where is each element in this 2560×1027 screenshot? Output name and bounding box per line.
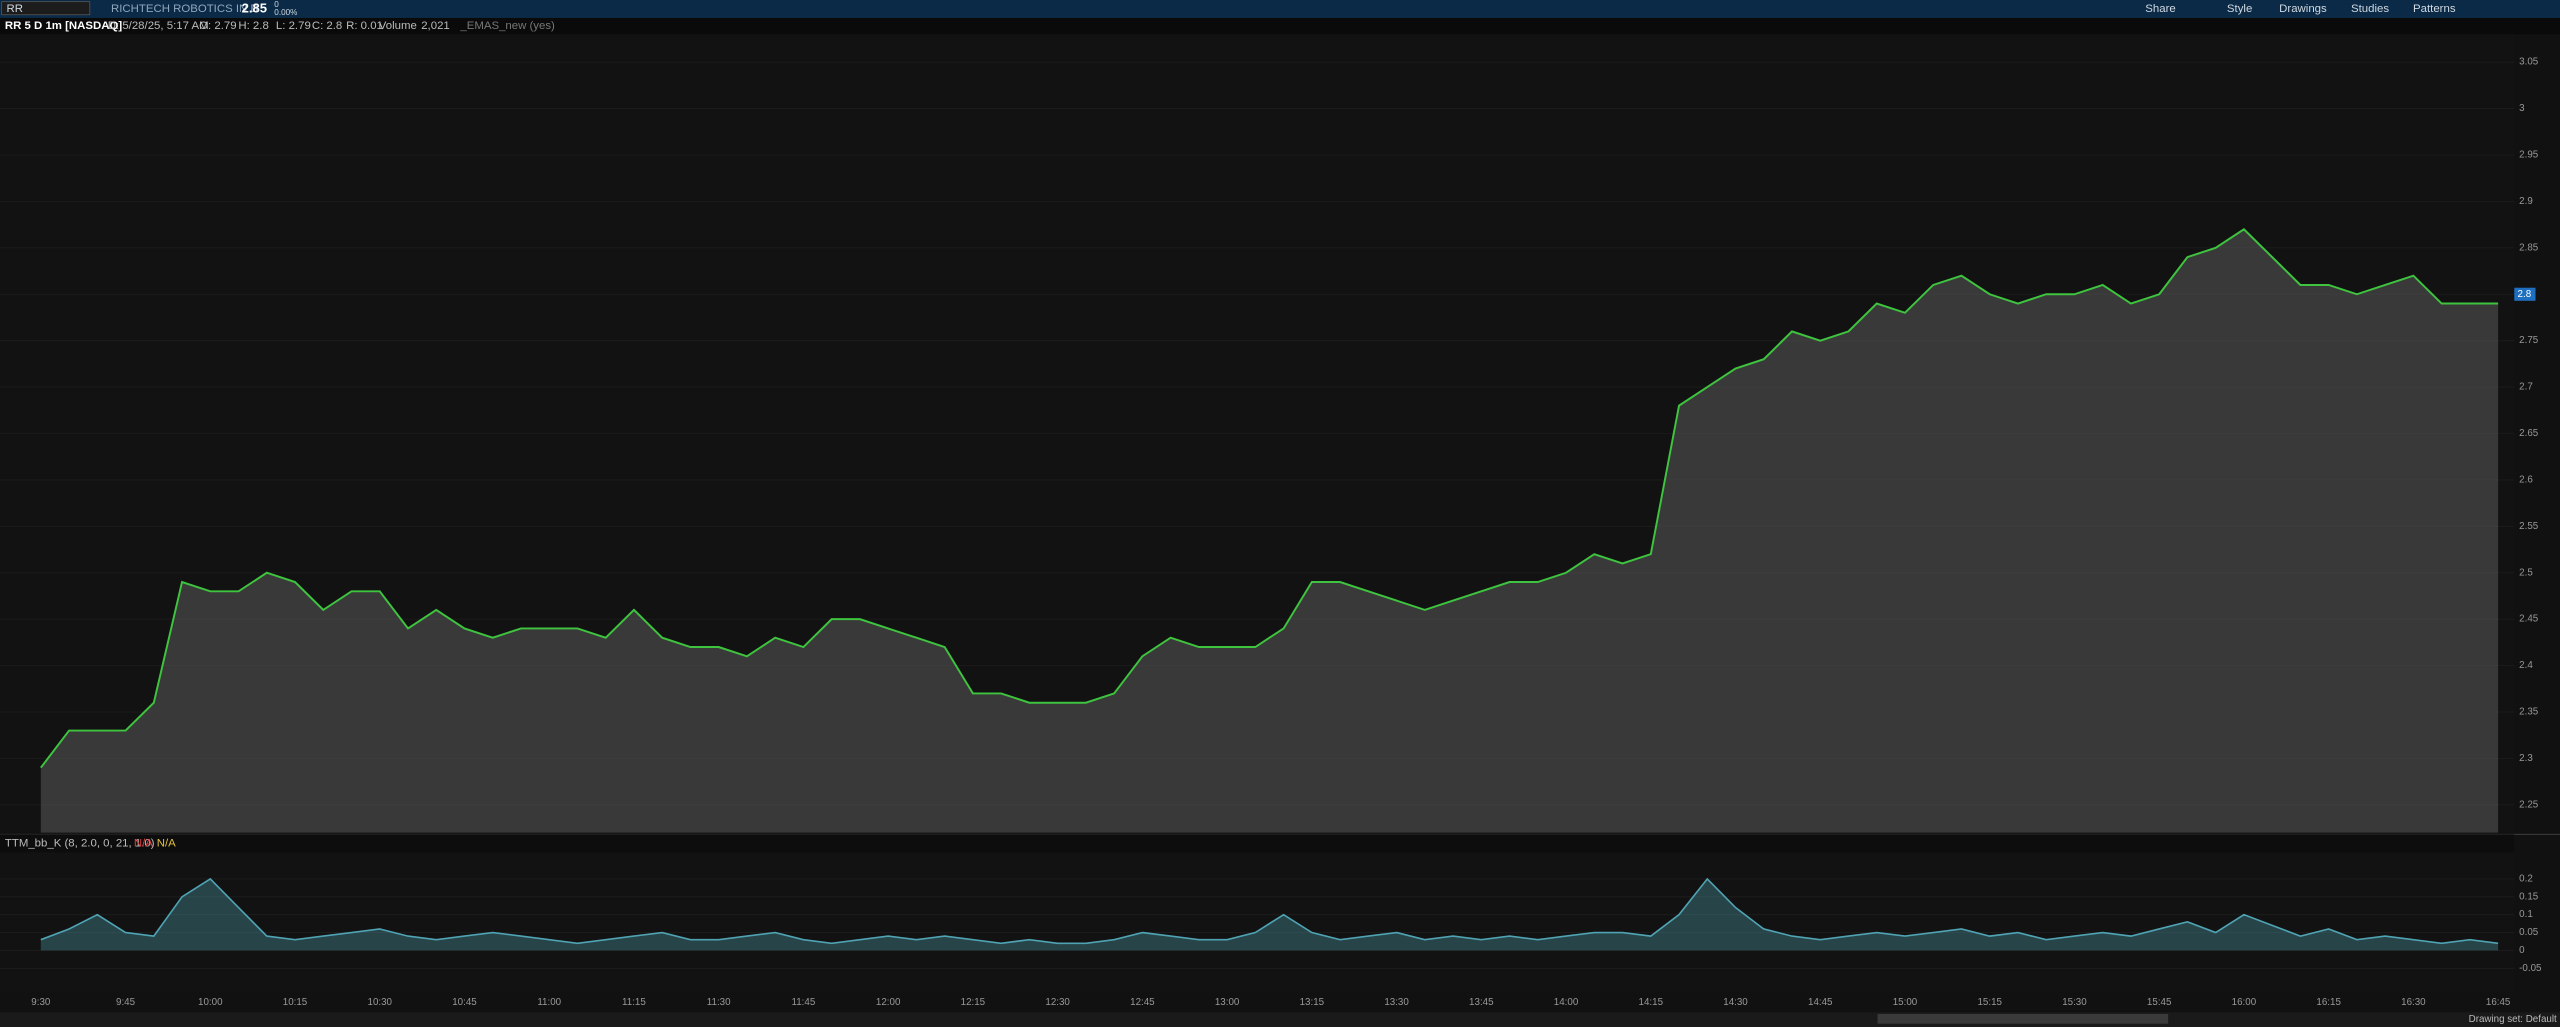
y-tick-label: 2.35 (2519, 707, 2539, 718)
x-tick-label: 13:15 (1300, 997, 1325, 1008)
x-tick-label: 11:15 (622, 997, 646, 1008)
x-tick-label: 12:00 (876, 997, 901, 1008)
x-tick-label: 14:45 (1808, 997, 1833, 1008)
oscillator-line (40, 877, 2499, 945)
x-tick-label: 13:30 (1384, 997, 1409, 1008)
x-tick-label: 16:15 (2316, 997, 2341, 1008)
toolbar-button[interactable]: Studies (2351, 3, 2389, 15)
x-tick-label: 14:30 (1723, 997, 1748, 1008)
toolbar (0, 0, 2560, 18)
drawing-set[interactable]: Drawing set: Default (2469, 1014, 2557, 1025)
y-tick-label: 0.05 (2519, 927, 2539, 938)
x-tick-label: 14:00 (1554, 997, 1579, 1008)
change-pct: 0.00% (274, 8, 297, 17)
x-tick-label: 11:00 (537, 997, 561, 1008)
study-pane (0, 852, 2515, 993)
y-tick-label: 2.75 (2519, 335, 2539, 346)
x-tick-label: 11:45 (792, 997, 816, 1008)
y-tick-label: 2.4 (2519, 660, 2533, 671)
price-area (40, 229, 2499, 833)
x-tick-label: 15:15 (1977, 997, 2002, 1008)
y-tick-label: 2.7 (2519, 382, 2533, 393)
toolbar-button[interactable]: Style (2227, 3, 2252, 15)
info-item: H: 2.8 (238, 20, 268, 32)
symbol-box[interactable] (1, 1, 91, 16)
readout: N/A (134, 837, 153, 849)
y-tick-label: 0 (2519, 945, 2525, 956)
info-item: O: 2.79 (199, 20, 236, 32)
info-bar (0, 17, 2560, 35)
last-price-label: 2.8 (2518, 289, 2532, 300)
y-tick-label: 2.5 (2519, 567, 2533, 578)
x-tick-label: 12:45 (1130, 997, 1155, 1008)
x-tick-label: 11:30 (707, 997, 731, 1008)
scrollbar-thumb[interactable] (1877, 1013, 2169, 1024)
symbol: RR (7, 3, 23, 15)
y-tick-label: 2.85 (2519, 242, 2539, 253)
y-tick-label: 3.05 (2519, 57, 2539, 68)
info-item: _EMAS_new (yes) (459, 20, 555, 32)
x-tick-label: 12:15 (961, 997, 986, 1008)
y-tick-label: 2.65 (2519, 428, 2539, 439)
info-item: C: 2.8 (312, 20, 342, 32)
scrollbar-track (0, 1012, 2560, 1027)
x-tick-label: 15:45 (2147, 997, 2172, 1008)
info-item: 2,021 (421, 20, 450, 32)
info-item: D: 5/28/25, 5:17 AM (108, 20, 209, 32)
last-price: 2.85 (242, 0, 267, 15)
toolbar-button[interactable]: Drawings (2279, 3, 2327, 15)
last-price-tag (2514, 287, 2536, 301)
oscillator-area (40, 878, 2499, 951)
x-tick-label: 13:00 (1215, 997, 1240, 1008)
toolbar-button[interactable]: Patterns (2413, 3, 2456, 15)
x-tick-label: 10:15 (283, 997, 308, 1008)
y-tick-label: 2.25 (2519, 799, 2539, 810)
y-tick-label: 2.9 (2519, 196, 2533, 207)
x-tick-label: 15:30 (2062, 997, 2087, 1008)
y-tick-label: 2.95 (2519, 150, 2539, 161)
info-item: Volume (379, 20, 417, 32)
x-tick-label: 10:45 (452, 997, 477, 1008)
x-tick-label: 16:45 (2486, 997, 2511, 1008)
company: RICHTECH ROBOTICS IN B (111, 3, 258, 15)
x-tick-label: 10:30 (368, 997, 393, 1008)
info-item: RR 5 D 1m [NASDAQ] (5, 20, 122, 32)
x-tick-label: 9:45 (116, 997, 136, 1008)
info-item: R: 0.01 (346, 20, 383, 32)
y-tick-label: -0.05 (2519, 963, 2542, 974)
y-tick-label: 3 (2519, 103, 2525, 114)
price-line (40, 228, 2499, 769)
y-tick-label: 2.45 (2519, 614, 2539, 625)
x-tick-label: 9:30 (31, 997, 51, 1008)
y-tick-label: 2.3 (2519, 753, 2533, 764)
info-item: L: 2.79 (276, 20, 311, 32)
x-tick-label: 15:00 (1893, 997, 1918, 1008)
change: 0 (274, 0, 279, 9)
y-tick-label: 0.1 (2519, 909, 2533, 920)
readout: N/A (157, 837, 176, 849)
x-tick-label: 13:45 (1469, 997, 1494, 1008)
x-tick-label: 12:30 (1045, 997, 1070, 1008)
x-tick-label: 14:15 (1639, 997, 1664, 1008)
study-title: TTM_bb_K (8, 2.0, 0, 21, 1.0) (5, 837, 155, 849)
y-tick-label: 0.2 (2519, 874, 2533, 885)
toolbar-button[interactable]: Share (2145, 3, 2175, 15)
y-tick-label: 2.55 (2519, 521, 2539, 532)
y-tick-label: 2.6 (2519, 475, 2533, 486)
x-tick-label: 16:00 (2232, 997, 2257, 1008)
study-header (0, 834, 2515, 853)
y-tick-label: 0.15 (2519, 891, 2539, 902)
x-tick-label: 10:00 (198, 997, 223, 1008)
x-tick-label: 16:30 (2401, 997, 2426, 1008)
